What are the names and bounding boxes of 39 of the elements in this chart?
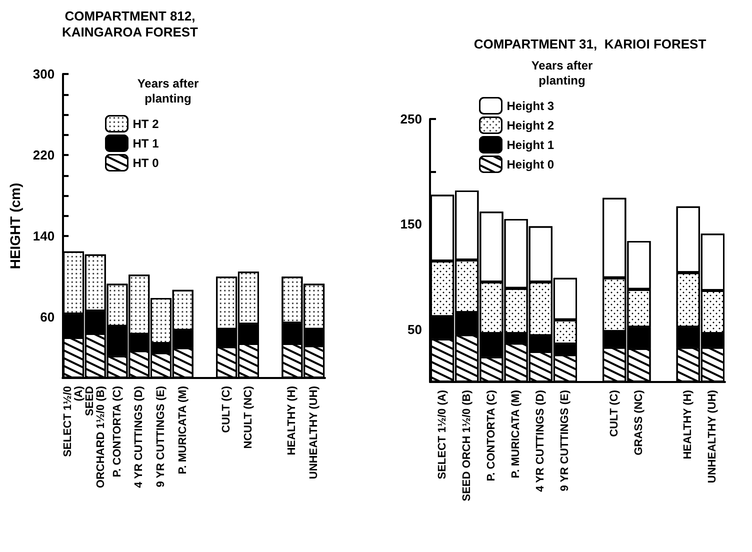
y-axis-title: HEIGHT (cm) xyxy=(7,182,23,270)
legend-label: Height 0 xyxy=(506,157,554,172)
legend-label: HT 2 xyxy=(132,116,160,131)
y-tick-label: 300 xyxy=(32,66,55,82)
x-tick-label: 9 YR CUTTINGS (E) xyxy=(154,386,167,488)
x-tick-label: SEED ORCHARD 1½/0 (B) xyxy=(84,386,107,488)
x-tick-label: P. CONTORTA (C) xyxy=(111,386,124,478)
y-tick-label: 150 xyxy=(400,216,422,232)
x-tick-label: 4 YR CUTTINGS (D) xyxy=(133,386,146,488)
x-tick-label: P. MURICATA (M) xyxy=(176,386,189,474)
y-tick-label: 60 xyxy=(40,310,55,325)
x-tick-label: HEALTHY (H) xyxy=(286,386,298,456)
x-tick-label: GRASS (NC) xyxy=(632,390,645,456)
chart-title: COMPARTMENT 812, KAINGAROA FOREST xyxy=(62,8,198,40)
x-tick-label: 4 YR CUTTINGS (D) xyxy=(534,390,547,492)
y-tick-label: 140 xyxy=(32,228,55,244)
y-tick-label: 50 xyxy=(408,322,422,337)
chart-title: COMPARTMENT 31, KARIOI FOREST xyxy=(474,36,706,52)
x-tick-label: CULT (C) xyxy=(608,390,620,437)
x-tick-label: UNHEALTHY (UH) xyxy=(706,390,719,484)
legend-label: HT 1 xyxy=(132,136,160,150)
x-tick-label: NCULT (NC) xyxy=(242,386,254,449)
x-tick-label: HEALTHY (H) xyxy=(682,390,694,460)
legend-label: HT 0 xyxy=(132,156,160,170)
legend-title: Years after planting xyxy=(531,58,594,88)
x-tick-label: 9 YR CUTTINGS (E) xyxy=(559,390,572,492)
x-tick-label: CULT (C) xyxy=(220,386,233,433)
y-tick-label: 220 xyxy=(32,148,55,163)
x-tick-label: SEED ORCH 1½/0 (B) xyxy=(460,390,473,502)
x-tick-label: UNHEALTHY (UH) xyxy=(308,386,320,480)
legend-title: Years after planting xyxy=(137,76,200,106)
legend-label: Height 2 xyxy=(506,118,554,132)
x-tick-label: SELECT 1½/0 (A) xyxy=(436,390,448,480)
y-tick-label: 250 xyxy=(400,112,422,126)
x-tick-label: P. CONTORTA (C) xyxy=(485,390,498,482)
legend-label: Height 3 xyxy=(506,98,554,113)
x-tick-label: P. MURICATA (M) xyxy=(510,390,522,478)
x-tick-label: SELECT 1½/0 (A) xyxy=(62,386,86,457)
legend-label: Height 1 xyxy=(506,138,554,152)
